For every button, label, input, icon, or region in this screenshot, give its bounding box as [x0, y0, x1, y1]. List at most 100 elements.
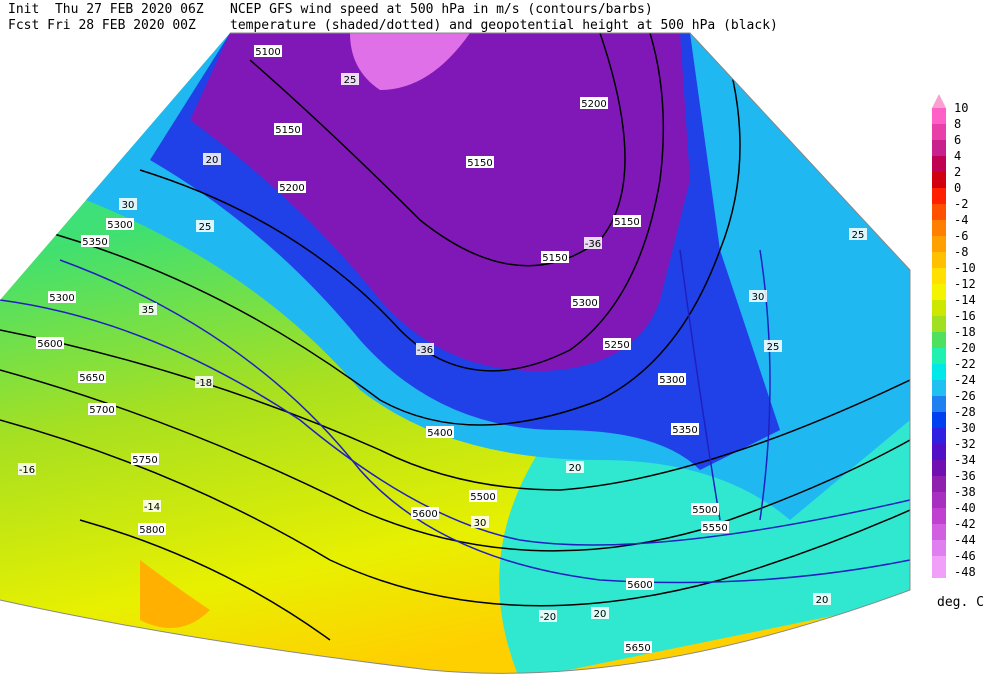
height-label: 5700 [89, 405, 114, 416]
colorbar-label: -8 [954, 245, 968, 259]
map-label-box [469, 490, 497, 502]
map-label-box [691, 503, 719, 515]
colorbar-swatch [932, 540, 946, 556]
height-label: 5200 [279, 183, 304, 194]
colorbar-swatch [932, 572, 946, 578]
map-label-box [580, 97, 608, 109]
height-label: 5300 [107, 220, 132, 231]
colorbar-label: -42 [954, 517, 976, 531]
map-label-box [426, 426, 454, 438]
height-label: 5600 [37, 339, 62, 350]
colorbar-swatch [932, 140, 946, 156]
contour-label: 25 [344, 75, 357, 86]
colorbar-swatch [932, 460, 946, 476]
height-label: 5400 [427, 428, 452, 439]
contour-label: 30 [752, 292, 765, 303]
contour-label: 20 [594, 609, 607, 620]
height-label: 5600 [412, 509, 437, 520]
height-label: 5500 [470, 492, 495, 503]
map-label-box [106, 218, 134, 230]
map-label-box [81, 235, 109, 247]
contour-label: 25 [852, 230, 865, 241]
contour-label: 25 [767, 342, 780, 353]
colorbar-label: -20 [954, 341, 976, 355]
height-label: 5300 [659, 375, 684, 386]
colorbar-label: 6 [954, 133, 961, 147]
contour-label: -20 [540, 612, 556, 623]
colorbar-label: -28 [954, 405, 976, 419]
map-label-box [411, 507, 439, 519]
map-label-box [626, 578, 654, 590]
colorbar-swatch [932, 492, 946, 508]
colorbar-swatch [932, 236, 946, 252]
map-label-box [254, 45, 282, 57]
colorbar-swatch [932, 444, 946, 460]
colorbar-label: -16 [954, 309, 976, 323]
map-label-box [603, 338, 631, 350]
map-label-box [571, 296, 599, 308]
colorbar-label: -46 [954, 549, 976, 563]
colorbar-label: 0 [954, 181, 961, 195]
colorbar-label: 4 [954, 149, 961, 163]
colorbar-swatch [932, 428, 946, 444]
map-label-box [813, 593, 831, 605]
height-label: 5300 [49, 293, 74, 304]
map-label-box [591, 607, 609, 619]
height-label: 5200 [581, 99, 606, 110]
colorbar-swatch [932, 556, 946, 572]
height-label: 5500 [692, 505, 717, 516]
height-label: 5150 [614, 217, 639, 228]
colorbar-label: -36 [954, 469, 976, 483]
temperature-shading [190, 33, 690, 372]
map-label-box [764, 340, 782, 352]
height-contours [0, 33, 910, 641]
colorbar-triangle [932, 94, 946, 108]
map-border [0, 32, 911, 674]
colorbar-swatch [932, 300, 946, 316]
contour-label: 20 [206, 155, 219, 166]
temperature-shading [140, 560, 210, 628]
colorbar-swatch [932, 348, 946, 364]
height-label: 5650 [625, 643, 650, 654]
contour-label: 30 [474, 518, 487, 529]
forecast-time: Fcst Fri 28 FEB 2020 00Z [8, 18, 196, 33]
colorbar-label: -22 [954, 357, 976, 371]
temperature-shading [350, 33, 470, 90]
colorbar-label: -26 [954, 389, 976, 403]
wind-contours [0, 249, 910, 584]
title: NCEP GFS wind speed at 500 hPa in m/s (c… [230, 2, 653, 17]
map-label-box [274, 123, 302, 135]
map-label-box [584, 237, 602, 249]
colorbar-unit: deg. C [937, 595, 984, 610]
colorbar-swatch [932, 172, 946, 188]
map-label-box [749, 290, 767, 302]
map-label-box [471, 516, 489, 528]
height-label: 5150 [542, 253, 567, 264]
map-label-box [341, 73, 359, 85]
colorbar-swatch [932, 204, 946, 220]
colorbar-swatch [932, 508, 946, 524]
colorbar-swatch [932, 124, 946, 140]
colorbar-swatch [932, 476, 946, 492]
map-label-box [78, 371, 106, 383]
height-label: 5550 [702, 523, 727, 534]
colorbar-label: -12 [954, 277, 976, 291]
map-label-box [278, 181, 306, 193]
map-label-box [539, 610, 557, 622]
height-label: 5150 [275, 125, 300, 136]
map-label-box [671, 423, 699, 435]
contour-label: 35 [142, 305, 155, 316]
map-label-box [849, 228, 867, 240]
height-label: 5350 [672, 425, 697, 436]
colorbar-swatch [932, 252, 946, 268]
contour-label: -18 [196, 378, 212, 389]
colorbar-label: -18 [954, 325, 976, 339]
colorbar-swatch [932, 332, 946, 348]
contour-label: -36 [585, 239, 601, 250]
height-label: 5150 [467, 158, 492, 169]
map-label-box [203, 153, 221, 165]
map-label-box [143, 500, 161, 512]
map-label-box [131, 453, 159, 465]
map-label-box [416, 343, 434, 355]
